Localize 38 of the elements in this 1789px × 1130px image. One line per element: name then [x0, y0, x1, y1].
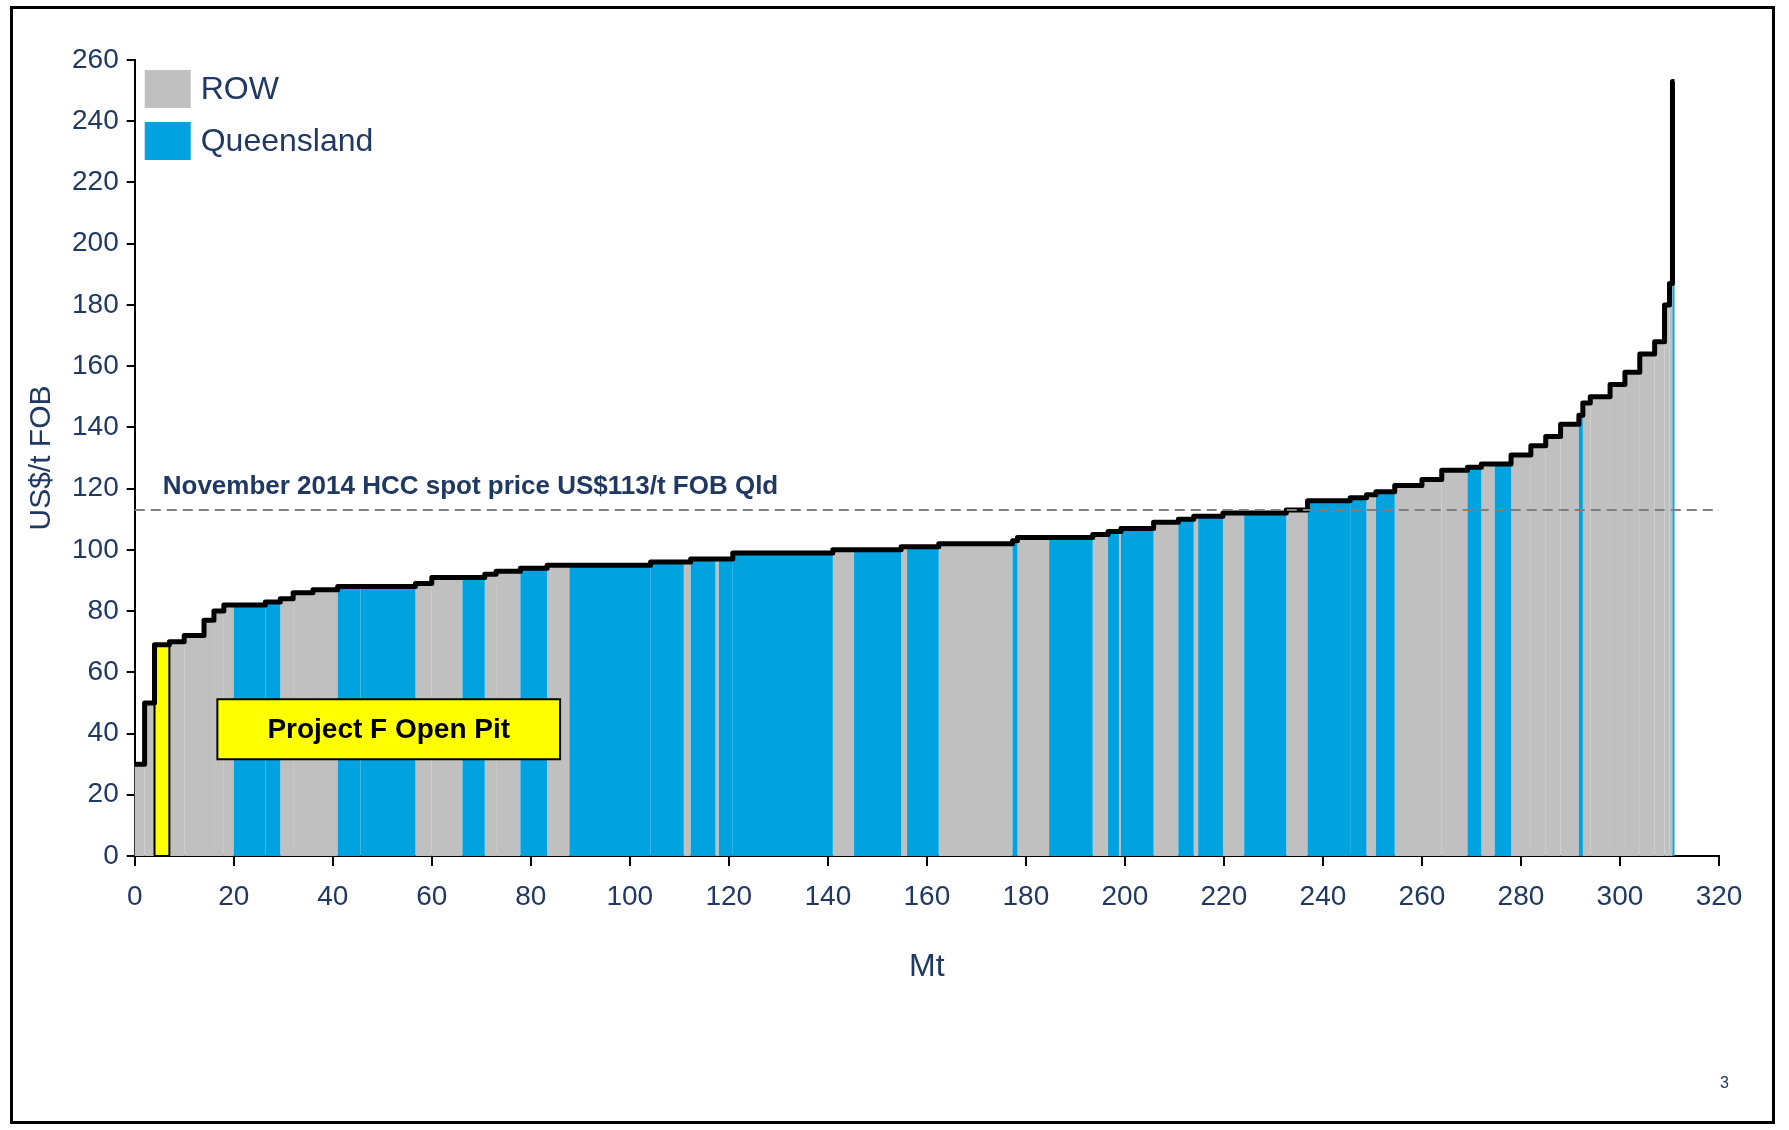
x-tick-label: 200 — [1101, 879, 1149, 911]
x-tick-label: 120 — [705, 879, 753, 911]
legend-label: Queensland — [200, 121, 374, 158]
x-tick-label: 60 — [416, 879, 448, 911]
x-tick-label: 20 — [218, 879, 250, 911]
legend-label: ROW — [200, 69, 280, 106]
x-tick-label: 260 — [1398, 879, 1446, 911]
y-tick-label: 60 — [87, 655, 119, 687]
y-tick-label: 180 — [72, 287, 119, 319]
text: 3 — [1720, 1074, 1729, 1092]
y-tick-label: 20 — [87, 777, 119, 809]
x-tick-label: 40 — [317, 879, 349, 911]
x-tick-label: 240 — [1299, 879, 1347, 911]
y-tick-label: 260 — [72, 42, 119, 74]
x-tick-label: 0 — [126, 879, 143, 911]
x-tick-label: 220 — [1200, 879, 1248, 911]
y-tick-label: 160 — [72, 348, 119, 380]
x-tick-label: 100 — [606, 879, 654, 911]
x-tick-label: 140 — [804, 879, 852, 911]
text: Project F Open Pit — [267, 712, 511, 744]
y-tick-label: 200 — [72, 226, 119, 258]
x-tick-label: 80 — [515, 879, 547, 911]
y-tick-label: 220 — [72, 165, 119, 197]
x-tick-label: 300 — [1596, 879, 1644, 911]
y-tick-label: 120 — [72, 471, 119, 503]
x-tick-label: 280 — [1497, 879, 1545, 911]
y-axis-title: US$/t FOB — [23, 385, 57, 531]
x-axis-title: Mt — [909, 946, 945, 983]
y-tick-label: 0 — [103, 838, 119, 870]
y-tick-label: 140 — [72, 410, 119, 442]
x-tick-label: 160 — [903, 879, 951, 911]
y-tick-label: 240 — [72, 103, 119, 135]
x-tick-label: 180 — [1002, 879, 1050, 911]
y-tick-label: 40 — [87, 716, 119, 748]
ref-line-label: November 2014 HCC spot price US$113/t FOB Qld — [162, 470, 779, 501]
x-tick-label: 320 — [1695, 879, 1743, 911]
y-tick-label: 80 — [87, 593, 119, 625]
y-tick-label: 100 — [72, 532, 119, 564]
